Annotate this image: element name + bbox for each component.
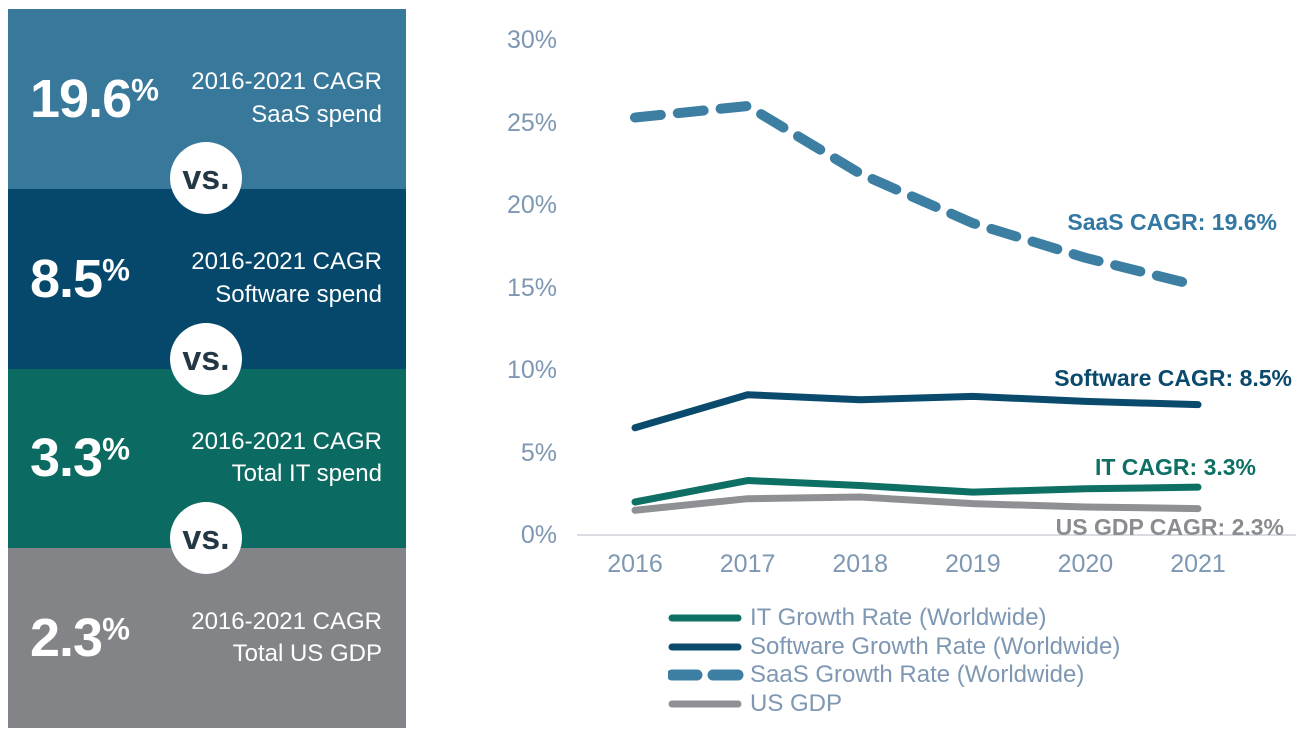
legend-swatch-saas [668, 669, 744, 681]
vs-badge-2: vs. [170, 323, 242, 395]
annotation-software: Software CAGR: 8.5% [1054, 365, 1292, 391]
y-tick-25%: 25% [506, 108, 557, 137]
series-line-it [631, 477, 1202, 506]
annotation-usgdp: US GDP CAGR: 2.3% [1055, 514, 1284, 540]
stat-block-total-it-spend: 3.3% 2016-2021 CAGR Total IT spend [8, 368, 406, 549]
vs-label: vs. [182, 339, 230, 378]
x-tick-2016: 2016 [607, 550, 663, 578]
legend-swatch-it [668, 614, 742, 622]
y-tick-0%: 0% [520, 521, 557, 549]
x-tick-2018: 2018 [832, 550, 888, 578]
annotation-saas: SaaS CAGR: 19.6% [1067, 209, 1277, 235]
stat-label-line2: SaaS spend [251, 100, 382, 128]
vs-label: vs. [182, 158, 230, 197]
stat-block-saas-spend: 19.6% 2016-2021 CAGR SaaS spend [8, 9, 406, 189]
x-tick-2019: 2019 [944, 550, 1001, 578]
stat-value-software: 8.5% [30, 248, 130, 309]
y-tick-30%: 30% [506, 26, 557, 54]
cagr-summary-panel: 19.6% 2016-2021 CAGR SaaS spend 8.5% 201… [8, 9, 406, 728]
legend-swatch-software [668, 643, 742, 651]
x-tick-2017: 2017 [719, 550, 776, 578]
y-tick-15%: 15% [506, 273, 557, 302]
stat-label-line1: 2016-2021 CAGR [191, 427, 382, 455]
stat-value-saas: 19.6% [30, 68, 159, 129]
vs-badge-1: vs. [170, 142, 242, 214]
x-tick-2020: 2020 [1057, 550, 1114, 578]
y-tick-20%: 20% [506, 191, 557, 219]
legend-swatch-usgdp [668, 700, 742, 708]
stat-label-it: 2016-2021 CAGR Total IT spend [191, 426, 382, 491]
series-line-software [631, 391, 1202, 432]
legend-label-it: IT Growth Rate (Worldwide) [750, 604, 1047, 632]
legend-label-saas: SaaS Growth Rate (Worldwide) [750, 661, 1085, 689]
stat-label-line1: 2016-2021 CAGR [191, 68, 382, 96]
y-tick-5%: 5% [520, 438, 557, 467]
annotation-it: IT CAGR: 3.3% [1094, 454, 1256, 480]
stat-label-line2: Software spend [215, 280, 382, 308]
legend-label-usgdp: US GDP [750, 690, 843, 718]
stat-value-usgdp: 2.3% [30, 608, 130, 669]
legend-label-software: Software Growth Rate (Worldwide) [750, 632, 1121, 660]
vs-label: vs. [182, 518, 230, 557]
stat-label-line1: 2016-2021 CAGR [191, 607, 382, 635]
vs-badge-3: vs. [170, 502, 242, 574]
stat-label-saas: 2016-2021 CAGR SaaS spend [191, 66, 382, 131]
series-line-saas [630, 101, 1203, 291]
stat-label-line2: Total US GDP [232, 640, 382, 668]
legend-item-software: Software Growth Rate (Worldwide) [668, 633, 1120, 662]
legend-item-usgdp: US GDP [668, 690, 1120, 719]
y-tick-10%: 10% [506, 356, 557, 384]
x-tick-2021: 2021 [1170, 550, 1226, 578]
legend-item-it: IT Growth Rate (Worldwide) [668, 604, 1120, 633]
legend-item-saas: SaaS Growth Rate (Worldwide) [668, 661, 1120, 690]
stat-value-it: 3.3% [30, 428, 130, 489]
stat-label-line1: 2016-2021 CAGR [191, 248, 382, 276]
stat-label-line2: Total IT spend [231, 460, 382, 488]
series-line-usgdp [631, 493, 1202, 514]
stat-label-usgdp: 2016-2021 CAGR Total US GDP [191, 606, 382, 671]
stat-block-total-us-gdp: 2.3% 2016-2021 CAGR Total US GDP [8, 548, 406, 728]
stat-label-software: 2016-2021 CAGR Software spend [191, 246, 382, 311]
chart-legend: IT Growth Rate (Worldwide) Software Growt… [668, 604, 1120, 718]
